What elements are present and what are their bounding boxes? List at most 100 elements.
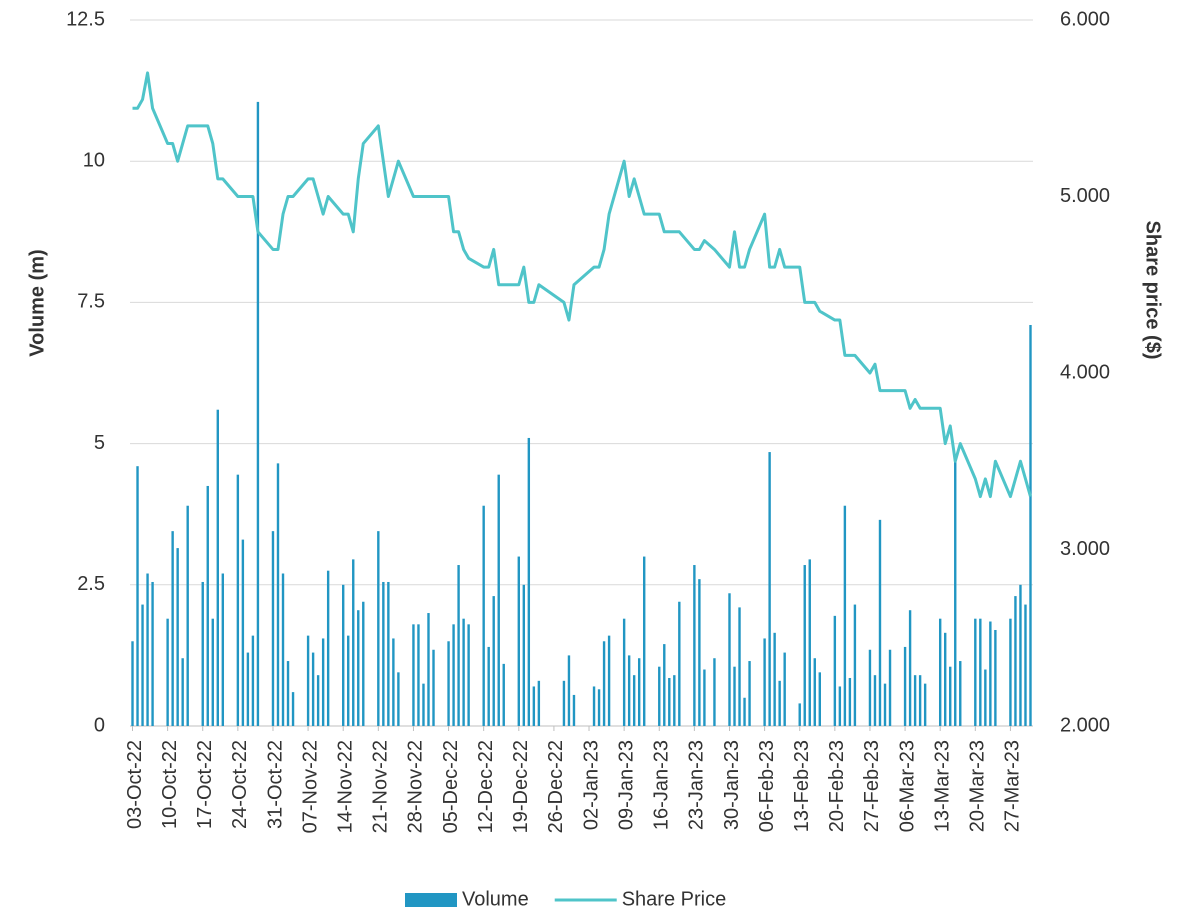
- volume-bar: [382, 581, 385, 726]
- volume-bar: [562, 680, 566, 726]
- volume-bar: [903, 646, 907, 726]
- volume-bar: [497, 474, 500, 726]
- y2-tick-label: 4.000: [1060, 361, 1110, 383]
- x-tick-label: 06-Feb-23: [756, 740, 778, 832]
- volume-bar: [537, 680, 541, 726]
- volume-bar: [627, 655, 631, 726]
- volume-bar: [422, 683, 425, 726]
- y-tick-label: 0: [94, 714, 105, 736]
- volume-bar: [622, 618, 626, 726]
- volume-bar: [286, 661, 290, 726]
- volume-bar: [482, 505, 485, 726]
- volume-bar: [467, 624, 470, 726]
- volume-bar: [838, 686, 842, 726]
- volume-bar: [502, 663, 505, 726]
- x-tick-label: 13-Feb-23: [791, 740, 813, 832]
- legend-swatch: [405, 893, 457, 907]
- y2-tick-label: 2.000: [1060, 714, 1110, 736]
- volume-bar: [658, 666, 661, 726]
- volume-bar: [602, 641, 606, 726]
- volume-bar: [632, 675, 636, 726]
- volume-bar: [572, 694, 576, 726]
- volume-bar: [673, 675, 676, 726]
- y-tick-label: 10: [83, 149, 105, 171]
- volume-bar: [944, 632, 947, 726]
- volume-bar: [592, 686, 596, 726]
- volume-bar: [597, 689, 601, 726]
- x-tick-label: 27-Mar-23: [1002, 740, 1024, 832]
- volume-bar: [432, 649, 435, 726]
- volume-bar: [462, 618, 465, 726]
- y2-axis-title: Share price ($): [1142, 221, 1164, 360]
- volume-bar: [818, 672, 821, 726]
- y-axis-title: Volume (m): [26, 249, 48, 356]
- x-tick-label: 09-Jan-23: [615, 740, 637, 830]
- volume-bar: [276, 463, 280, 726]
- volume-bar: [377, 531, 380, 726]
- volume-bar: [808, 559, 811, 726]
- volume-bar: [738, 607, 741, 726]
- volume-bar: [848, 677, 852, 726]
- volume-bar: [773, 632, 776, 726]
- volume-bar: [532, 686, 536, 726]
- volume-bar: [291, 692, 295, 726]
- legend-label: Share Price: [622, 888, 727, 910]
- volume-bar: [713, 658, 716, 726]
- volume-bar: [417, 624, 420, 726]
- volume-bar: [522, 584, 526, 726]
- volume-bar: [342, 584, 345, 726]
- volume-bar: [994, 629, 997, 726]
- volume-bar: [141, 604, 144, 726]
- volume-bar: [452, 624, 455, 726]
- volume-bar: [1014, 596, 1017, 726]
- volume-bar: [236, 474, 240, 726]
- x-tick-label: 23-Jan-23: [686, 740, 708, 830]
- volume-bar: [868, 649, 872, 726]
- volume-bar: [698, 579, 701, 726]
- volume-bar: [668, 677, 671, 726]
- x-tick-label: 19-Dec-22: [510, 740, 532, 833]
- x-tick-label: 10-Oct-22: [159, 740, 181, 829]
- volume-bar: [387, 581, 390, 726]
- x-tick-label: 14-Nov-22: [334, 740, 356, 833]
- volume-bar: [1024, 604, 1027, 726]
- volume-bar: [918, 675, 922, 726]
- x-tick-label: 03-Oct-22: [124, 740, 146, 829]
- x-tick-label: 26-Dec-22: [545, 740, 567, 833]
- y-tick-label: 12.5: [66, 8, 105, 30]
- volume-bar: [783, 652, 786, 726]
- volume-bar: [878, 519, 882, 726]
- volume-bar: [241, 539, 245, 726]
- y-tick-label: 5: [94, 432, 105, 454]
- volume-bar: [643, 556, 646, 726]
- x-tick-label: 20-Mar-23: [967, 740, 989, 832]
- volume-bar: [923, 683, 927, 726]
- volume-bar: [663, 644, 666, 726]
- volume-bar: [166, 618, 169, 726]
- volume-bar: [989, 621, 992, 726]
- volume-bar: [306, 635, 310, 726]
- volume-bar: [457, 565, 460, 726]
- volume-bar: [151, 581, 154, 726]
- volume-bar: [959, 661, 962, 726]
- volume-bar: [492, 596, 495, 726]
- volume-bar: [954, 454, 957, 726]
- volume-bar: [362, 601, 365, 726]
- volume-bar: [974, 618, 977, 726]
- volume-bar: [763, 638, 766, 726]
- volume-bar: [311, 652, 315, 726]
- volume-bar: [913, 675, 917, 726]
- volume-bar: [326, 570, 330, 726]
- y2-tick-label: 3.000: [1060, 538, 1110, 560]
- x-tick-label: 30-Jan-23: [721, 740, 743, 830]
- volume-bar: [357, 610, 360, 726]
- volume-bar: [211, 618, 214, 726]
- volume-bar: [873, 675, 877, 726]
- x-tick-label: 13-Mar-23: [931, 740, 953, 832]
- x-tick-label: 02-Jan-23: [580, 740, 602, 830]
- price-line: [132, 71, 1032, 499]
- volume-bar: [352, 559, 355, 726]
- volume-bar: [833, 615, 837, 726]
- x-tick-label: 07-Nov-22: [299, 740, 321, 833]
- volume-bar: [392, 638, 395, 726]
